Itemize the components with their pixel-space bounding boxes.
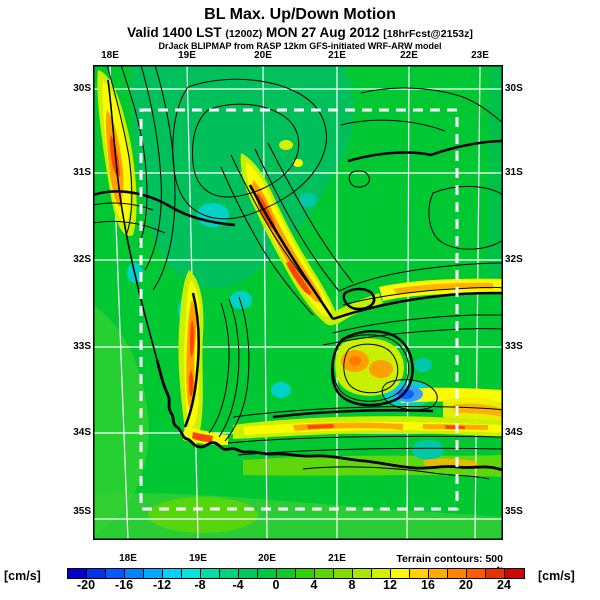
axis-label-right-33S: 33S [505,341,523,352]
model-attribution: DrJack BLIPMAP from RASP 12km GFS-initia… [158,41,442,51]
domain-boundary [139,108,459,511]
colorbar-tick-12: 12 [383,578,397,592]
colorbar-segment-15 [353,569,372,578]
axis-label-left-31S: 31S [73,167,91,178]
updraft-ridges [97,70,503,468]
coastline [107,79,504,472]
axis-label-top-23E: 23E [471,50,489,61]
colorbar-segment-4 [144,569,163,578]
colorbar-segment-16 [372,569,391,578]
axis-label-left-33S: 33S [73,341,91,352]
map-canvas [92,64,504,541]
colorbar-segment-19 [429,569,448,578]
axis-label-left-32S: 32S [73,254,91,265]
colorbar-segment-14 [334,569,353,578]
colorbar-segment-9 [239,569,258,578]
axis-label-right-34S: 34S [505,427,523,438]
colorbar-tick-0: 0 [272,578,280,592]
axis-label-left-30S: 30S [73,83,91,94]
colorbar-segment-6 [182,569,201,578]
colorbar-tick-24: 24 [497,578,511,592]
colorbar-unit-right: [cm/s] [538,569,575,583]
map-border [93,65,503,540]
axis-label-right-30S: 30S [505,83,523,94]
axis-label-bottom-20E: 20E [258,553,276,564]
page-title: BL Max. Up/Down Motion [204,6,396,23]
colorbar-tick--4: -4 [232,578,244,592]
colorbar-tick-4: 4 [310,578,318,592]
colorbar-segment-21 [467,569,486,578]
colorbar-tick-8: 8 [348,578,356,592]
colorbar-segment-5 [163,569,182,578]
colorbar-segment-3 [125,569,144,578]
colorbar-segment-8 [220,569,239,578]
colorbar-segment-12 [296,569,315,578]
axis-label-bottom-19E: 19E [189,553,207,564]
colorbar-segment-1 [87,569,106,578]
colorbar [67,568,525,579]
valid-date: MON 27 Aug 2012 [265,25,380,40]
colorbar-segment-20 [448,569,467,578]
valid-forecast-hour: [18hrFcst@2153z] [383,28,473,40]
colorbar-segment-11 [277,569,296,578]
axis-label-top-20E: 20E [254,50,272,61]
axis-label-top-22E: 22E [400,50,418,61]
valid-time-line: Valid 1400 LST (1200Z) MON 27 Aug 2012 [… [0,25,600,40]
colorbar-tick--20: -20 [76,578,96,592]
colorbar-tick-16: 16 [421,578,435,592]
axis-label-top-19E: 19E [178,50,196,61]
colorbar-tick--12: -12 [152,578,172,592]
axis-label-left-34S: 34S [73,427,91,438]
map-plot [92,64,504,541]
colorbar-segment-0 [68,569,87,578]
axis-label-top-21E: 21E [328,50,346,61]
colorbar-segment-7 [201,569,220,578]
axis-label-bottom-21E: 21E [328,553,346,564]
axis-label-left-35S: 35S [73,506,91,517]
axis-label-top-18E: 18E [101,50,119,61]
colorbar-segment-18 [410,569,429,578]
colorbar-unit-left: [cm/s] [4,569,41,583]
colorbar-segment-10 [258,569,277,578]
major-terrain-contours [92,139,504,428]
colorbar-segment-17 [391,569,410,578]
axis-label-right-31S: 31S [505,167,523,178]
axis-label-right-32S: 32S [505,254,523,265]
colorbar-tick-20: 20 [459,578,473,592]
axis-label-bottom-18E: 18E [119,553,137,564]
axis-label-right-35S: 35S [505,506,523,517]
colorbar-tick--16: -16 [114,578,134,592]
colorbar-segment-2 [106,569,125,578]
colorbar-segment-23 [505,569,524,578]
valid-zulu: (1200Z) [225,28,263,40]
colorbar-tick--8: -8 [194,578,206,592]
colorbar-segment-13 [315,569,334,578]
valid-prefix: Valid 1400 LST [127,25,222,40]
colorbar-segment-22 [486,569,505,578]
